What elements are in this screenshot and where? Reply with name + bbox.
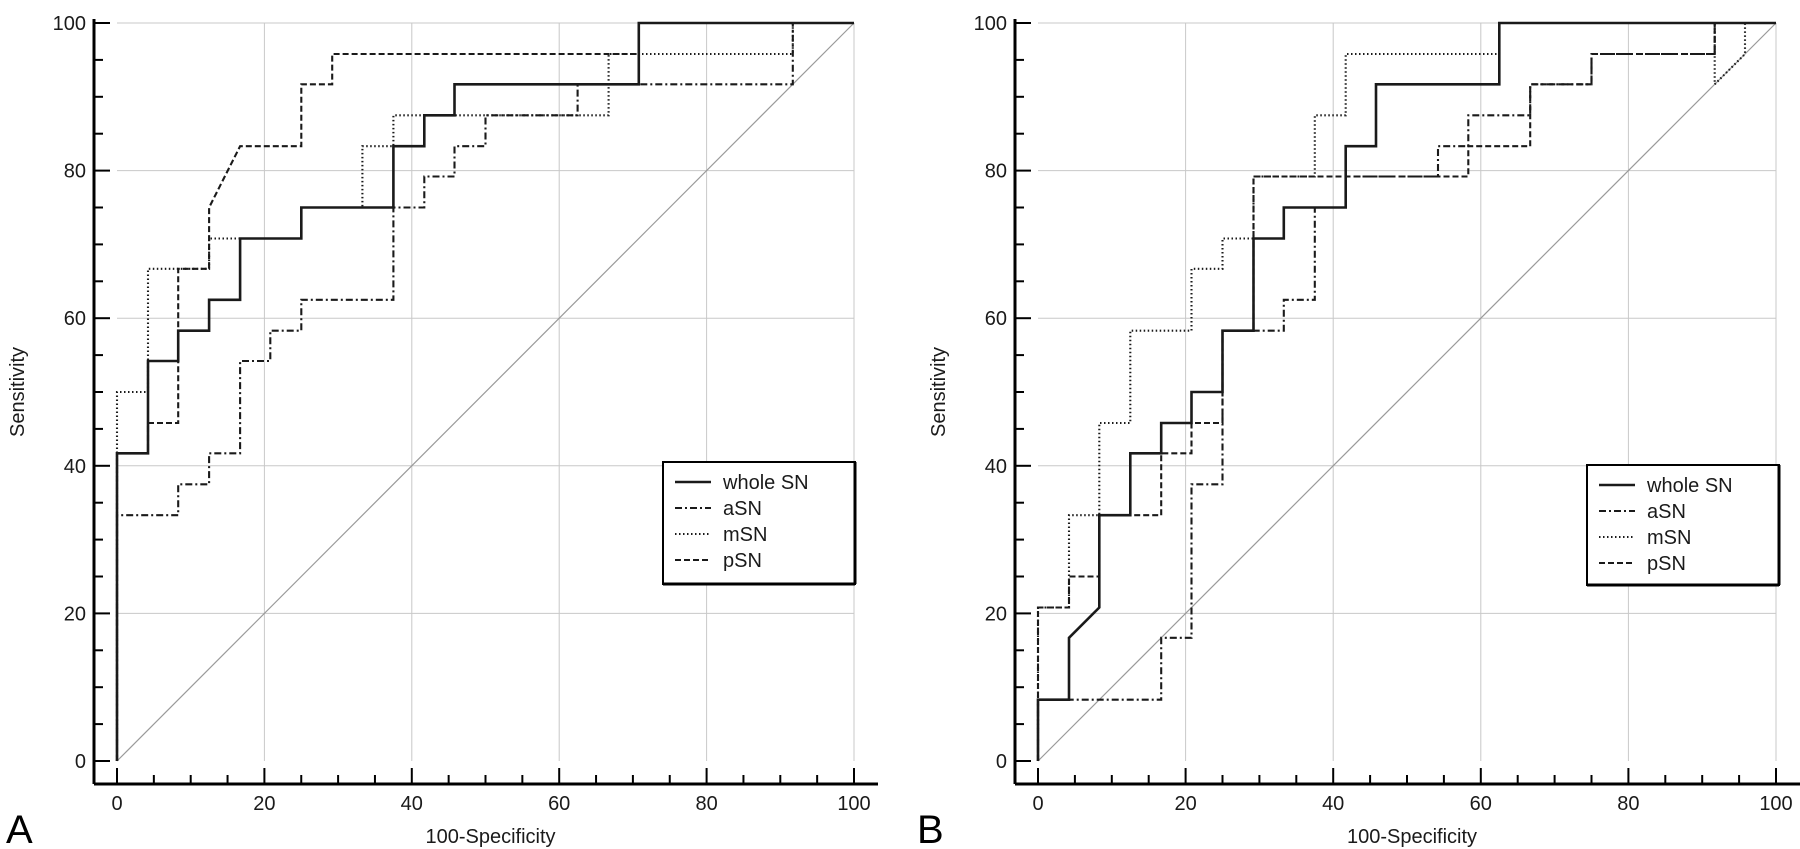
roc-curve-asn	[1036, 21, 1776, 761]
panel-label: A	[6, 808, 33, 849]
x-tick-label: 100	[1759, 793, 1792, 815]
x-tick-label: 40	[401, 793, 423, 815]
legend: whole SN aSN mSN pSN	[662, 461, 857, 586]
x-axis-label: 100-Specificity	[425, 826, 555, 848]
panel-label: B	[917, 808, 944, 849]
roc-curve-asn	[115, 21, 854, 761]
legend-entry-label: mSN	[1647, 527, 1691, 549]
legend-entry-label: whole SN	[1646, 475, 1733, 497]
reference-diagonal-line	[116, 22, 855, 762]
y-tick-label: 100	[974, 13, 1007, 35]
legend-entry-label: aSN	[723, 498, 762, 520]
x-tick-label: 0	[111, 793, 122, 815]
legend-entry-label: aSN	[1647, 501, 1686, 523]
x-tick-label: 80	[1617, 793, 1639, 815]
x-tick-label: 20	[253, 793, 275, 815]
y-tick-label: 80	[985, 161, 1007, 183]
x-tick-label: 20	[1174, 793, 1196, 815]
y-tick-label: 100	[53, 13, 86, 35]
x-tick-label: 40	[1322, 793, 1344, 815]
roc-panel-b: 0 20 40 60 80 100 0 20 40 60 80 100 100-Specificity S…	[917, 13, 1800, 849]
legend: whole SN aSN mSN pSN	[1586, 464, 1781, 587]
legend-entry-label: pSN	[1647, 553, 1686, 575]
x-tick-label: 60	[548, 793, 570, 815]
roc-curve-psn	[1036, 21, 1776, 761]
legend-entry-label: mSN	[723, 524, 767, 546]
y-tick-label: 0	[996, 751, 1007, 773]
y-tick-label: 60	[64, 308, 86, 330]
y-tick-label: 0	[75, 751, 86, 773]
y-tick-label: 40	[985, 456, 1007, 478]
y-tick-label: 20	[985, 603, 1007, 625]
roc-curve-whole-sn	[115, 21, 854, 761]
y-tick-label: 40	[64, 456, 86, 478]
reference-diagonal-line	[1037, 22, 1777, 762]
legend-entry-label: pSN	[723, 550, 762, 572]
x-tick-label: 60	[1470, 793, 1492, 815]
x-tick-label: 0	[1032, 793, 1043, 815]
y-tick-label: 60	[985, 308, 1007, 330]
x-tick-label: 80	[695, 793, 717, 815]
y-tick-label: 20	[64, 603, 86, 625]
roc-curve-msn	[115, 21, 854, 761]
x-tick-label: 100	[837, 793, 870, 815]
y-axis-label: Sensitivity	[928, 347, 950, 437]
x-axis-label: 100-Specificity	[1347, 826, 1477, 848]
roc-panel-a: 0 20 40 60 80 100 0 20 40 60 80 100 100-Specificity S…	[6, 13, 878, 849]
roc-curve-psn	[115, 21, 854, 761]
legend-entry-label: whole SN	[722, 472, 809, 494]
y-tick-label: 80	[64, 161, 86, 183]
y-axis-label: Sensitivity	[7, 347, 29, 437]
